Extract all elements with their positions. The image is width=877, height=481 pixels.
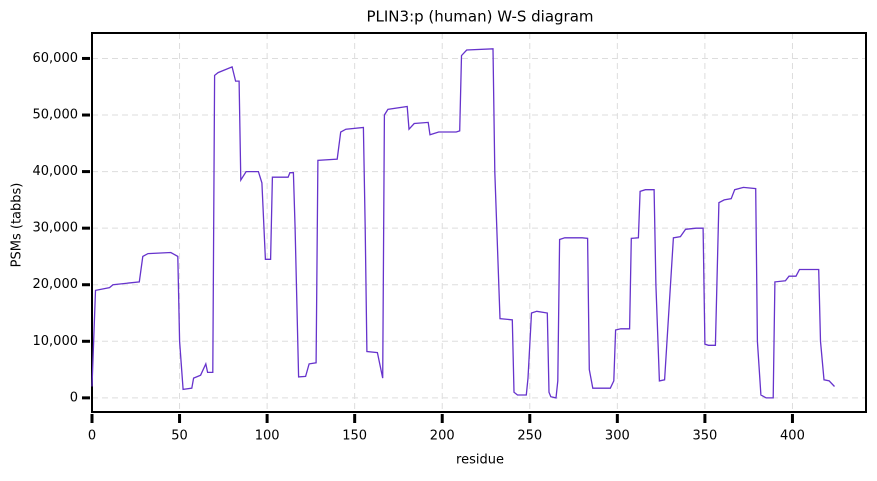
x-tick-label: 200 [430, 429, 455, 444]
plot-frame [91, 32, 867, 413]
x-tick-label: 50 [171, 429, 188, 444]
y-axis-label: PSMs (tabbs) [10, 183, 25, 268]
y-tick-label: 40,000 [33, 164, 79, 179]
y-tick-label: 50,000 [33, 108, 79, 123]
chart-title: PLIN3:p (human) W-S diagram [366, 8, 593, 26]
x-tick-label: 100 [255, 429, 280, 444]
x-tick-label: 0 [88, 429, 96, 444]
x-tick-label: 300 [605, 429, 630, 444]
x-tick-label: 150 [342, 429, 367, 444]
y-tick-label: 0 [70, 390, 78, 405]
x-tick-label: 350 [692, 429, 717, 444]
y-tick-label: 10,000 [33, 334, 79, 349]
x-tick-label: 400 [780, 429, 805, 444]
y-tick-label: 20,000 [33, 277, 79, 292]
y-tick-label: 30,000 [33, 221, 79, 236]
y-tick-label: 60,000 [33, 51, 79, 66]
x-tick-label: 250 [517, 429, 542, 444]
data-line [91, 48, 835, 399]
x-axis-label: residue [456, 453, 504, 468]
